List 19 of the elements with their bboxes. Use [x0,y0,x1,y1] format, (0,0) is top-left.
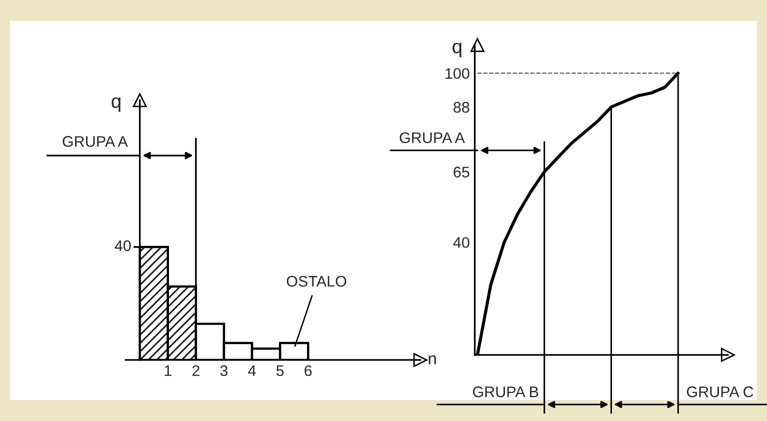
text: GRUPA B [472,386,538,398]
y-tick-label: 40 [453,237,470,248]
text: GRUPA C [686,386,754,398]
x-tick-label: 4 [248,365,256,376]
ref-line-label: GRUPA A [62,136,128,147]
x-tick-label: 6 [304,365,312,376]
y-tick-label: 100 [446,68,470,79]
annotation: OSTALO [286,276,346,287]
y-tick-label: 88 [454,102,470,113]
annotation: 40 [114,240,131,252]
x-tick-label: 5 [276,365,284,376]
x-tick-label: 1 [164,365,172,376]
x-axis-title: n [428,355,436,364]
y-tick-label: 65 [454,166,470,178]
y-axis-title: q [452,42,462,58]
x-tick-label: 2 [192,365,200,376]
x-tick-label: 3 [220,365,228,376]
text: GRUPA A [400,132,465,144]
y-axis-title: q [112,97,120,112]
